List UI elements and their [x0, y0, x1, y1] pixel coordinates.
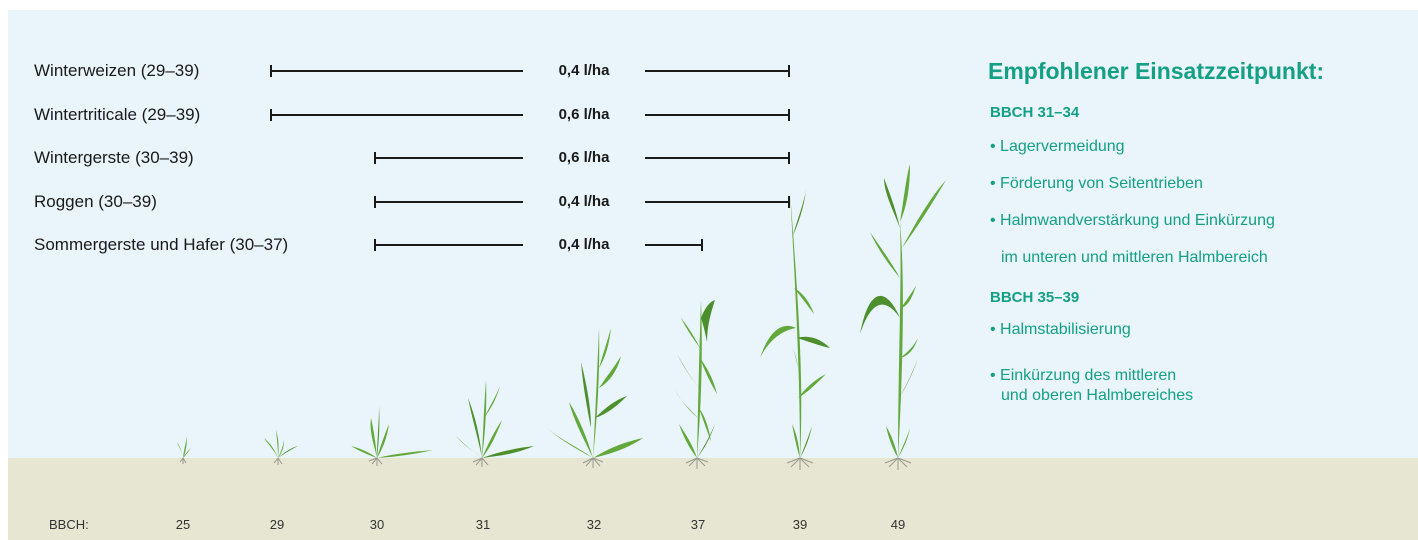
plant-bbch-29-icon: [264, 430, 298, 465]
bbch-stage-label: 31: [475, 517, 491, 532]
bbch-stage-label: 37: [690, 517, 706, 532]
timeline-bar-left: [271, 114, 523, 116]
timeline-start-tick: [374, 196, 376, 208]
timeline-bar-right: [645, 70, 790, 72]
dose-label: 0,6 l/ha: [558, 149, 610, 166]
dose-label: 0,4 l/ha: [558, 236, 610, 253]
plant-bbch-49-icon: [860, 164, 946, 470]
plant-bbch-25-icon: [177, 436, 191, 464]
bbch-stage-label: 30: [369, 517, 385, 532]
bbch-stage-label: 39: [792, 517, 808, 532]
timeline-bar-right: [645, 244, 703, 246]
bullet-continuation: und oberen Halmbereiches: [1001, 387, 1194, 404]
dose-label: 0,4 l/ha: [558, 62, 610, 79]
timeline-bar-left: [375, 157, 523, 159]
plant-bbch-30-icon: [351, 406, 433, 466]
bbch-stage-label: 29: [269, 517, 285, 532]
bullet-item: • Lagervermeidung: [990, 138, 1125, 155]
timeline-start-tick: [374, 152, 376, 164]
bullet-item: • Einkürzung des mittleren: [990, 367, 1177, 384]
bullet-item: • Halmwandverstärkung und Einkürzung: [990, 212, 1275, 229]
timeline-bar-right: [645, 201, 790, 203]
bbch-stage-label: 49: [890, 517, 906, 532]
timeline-bar-right: [645, 157, 790, 159]
bullet-continuation: im unteren und mittleren Halmbereich: [1001, 249, 1268, 266]
bullet-item: • Förderung von Seitentrieben: [990, 175, 1203, 192]
section-heading: BBCH 31–34: [990, 104, 1080, 121]
plant-bbch-32-icon: [547, 328, 643, 468]
bbch-axis-label: BBCH:: [49, 517, 89, 532]
timeline-end-tick: [701, 239, 703, 251]
bbch-stage-label: 25: [175, 517, 191, 532]
timeline-bar-left: [375, 201, 523, 203]
plant-bbch-31-icon: [456, 380, 534, 467]
timeline-end-tick: [788, 152, 790, 164]
dose-label: 0,4 l/ha: [558, 193, 610, 210]
crop-label: Wintergerste (30–39): [34, 148, 194, 167]
timeline-start-tick: [374, 239, 376, 251]
crop-label: Roggen (30–39): [34, 192, 157, 211]
crop-label: Wintertriticale (29–39): [34, 105, 201, 124]
timeline-end-tick: [788, 196, 790, 208]
bbch-stage-label: 32: [586, 517, 602, 532]
timeline-bar-left: [375, 244, 523, 246]
timeline-bar-right: [645, 114, 790, 116]
timeline-end-tick: [788, 109, 790, 121]
timeline-start-tick: [270, 109, 272, 121]
dose-label: 0,6 l/ha: [558, 106, 610, 123]
panel-title: Empfohlener Einsatzzeitpunkt:: [988, 58, 1325, 84]
timeline-bar-left: [271, 70, 523, 72]
timeline-end-tick: [788, 65, 790, 77]
crop-label: Winterweizen (29–39): [34, 61, 200, 80]
bullet-item: • Halmstabilisierung: [990, 321, 1131, 338]
timeline-start-tick: [270, 65, 272, 77]
plant-bbch-39-icon: [760, 190, 830, 470]
ground-strip: [8, 458, 1418, 540]
section-heading: BBCH 35–39: [990, 289, 1080, 306]
crop-label: Sommergerste und Hafer (30–37): [34, 235, 289, 254]
plant-bbch-37-icon: [675, 300, 717, 469]
